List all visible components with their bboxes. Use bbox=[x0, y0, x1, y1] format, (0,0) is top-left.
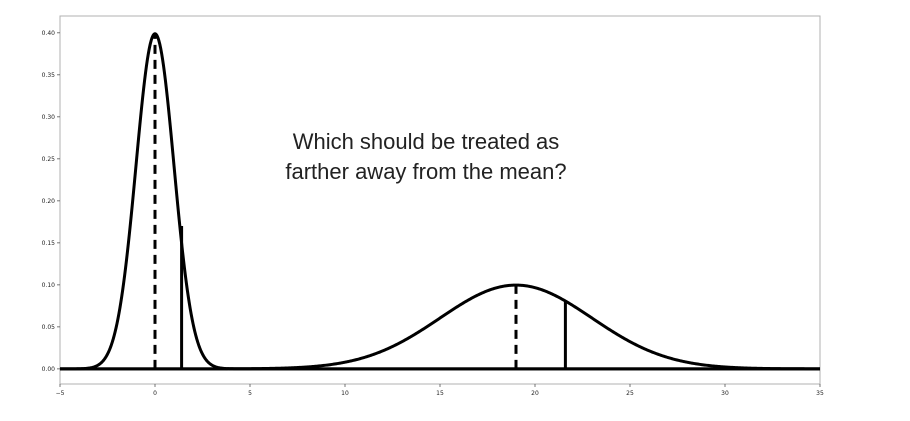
y-tick-label: 0.40 bbox=[42, 30, 56, 37]
x-tick-label: 0 bbox=[153, 390, 157, 397]
y-tick-label: 0.25 bbox=[42, 156, 56, 163]
y-tick-label: 0.30 bbox=[42, 114, 56, 121]
density-curves bbox=[59, 32, 821, 371]
y-tick-label: 0.35 bbox=[42, 72, 56, 79]
x-tick-label: 10 bbox=[341, 390, 349, 397]
y-tick-label: 0.05 bbox=[42, 324, 56, 331]
density-curve-2 bbox=[59, 283, 821, 371]
annotation-line-2: farther away from the mean? bbox=[285, 159, 566, 184]
x-axis-ticks: −5 0 5 10 15 20 25 30 35 bbox=[56, 384, 824, 397]
x-tick-label: 20 bbox=[531, 390, 539, 397]
annotation-line-1: Which should be treated as bbox=[293, 129, 560, 154]
x-tick-label: 30 bbox=[721, 390, 729, 397]
y-tick-label: 0.00 bbox=[42, 366, 56, 373]
x-tick-label: 35 bbox=[816, 390, 824, 397]
x-tick-label: 15 bbox=[436, 390, 444, 397]
y-tick-label: 0.15 bbox=[42, 240, 56, 247]
y-tick-label: 0.20 bbox=[42, 198, 56, 205]
plot-frame bbox=[59, 15, 821, 385]
y-tick-label: 0.10 bbox=[42, 282, 56, 289]
y-axis-ticks: 0.00 0.05 0.10 0.15 0.20 0.25 0.30 0.35 0.40 bbox=[42, 30, 60, 373]
x-tick-label: 5 bbox=[248, 390, 252, 397]
vertical-markers bbox=[153, 33, 567, 369]
x-tick-label: −5 bbox=[56, 390, 65, 397]
x-tick-label: 25 bbox=[626, 390, 634, 397]
